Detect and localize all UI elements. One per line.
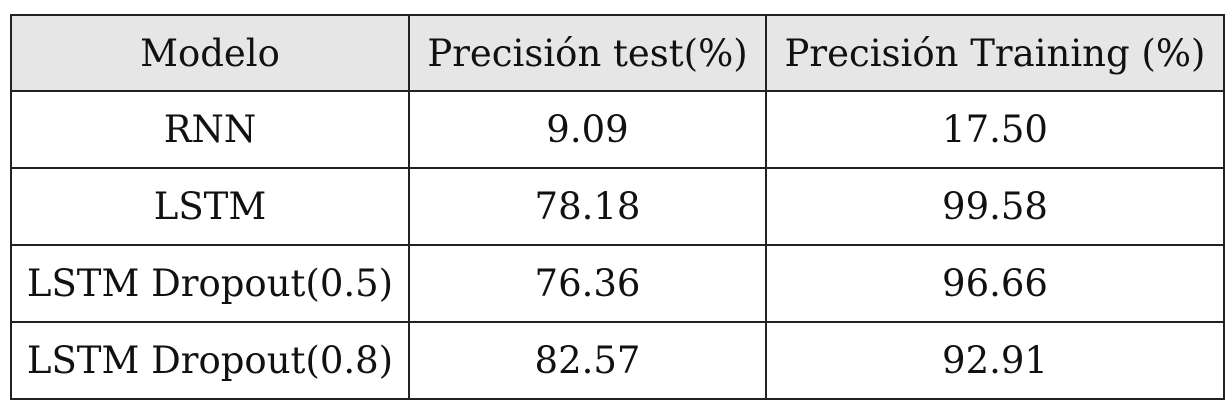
cell-model: LSTM Dropout(0.5): [11, 245, 409, 322]
header-row: Modelo Precisión test(%) Precisión Train…: [11, 15, 1224, 91]
cell-training-precision: 92.91: [766, 322, 1224, 399]
table-row: LSTM Dropout(0.8) 82.57 92.91: [11, 322, 1224, 399]
cell-training-precision: 17.50: [766, 91, 1224, 168]
cell-model: LSTM: [11, 168, 409, 245]
cell-test-precision: 82.57: [409, 322, 766, 399]
header-cell-training-precision: Precisión Training (%): [766, 15, 1224, 91]
header-cell-model: Modelo: [11, 15, 409, 91]
cell-model: LSTM Dropout(0.8): [11, 322, 409, 399]
table-row: LSTM 78.18 99.58: [11, 168, 1224, 245]
table-row: LSTM Dropout(0.5) 76.36 96.66: [11, 245, 1224, 322]
table-row: RNN 9.09 17.50: [11, 91, 1224, 168]
header-cell-test-precision: Precisión test(%): [409, 15, 766, 91]
cell-test-precision: 78.18: [409, 168, 766, 245]
cell-training-precision: 99.58: [766, 168, 1224, 245]
cell-test-precision: 9.09: [409, 91, 766, 168]
cell-training-precision: 96.66: [766, 245, 1224, 322]
cell-test-precision: 76.36: [409, 245, 766, 322]
results-table: Modelo Precisión test(%) Precisión Train…: [10, 14, 1225, 400]
cell-model: RNN: [11, 91, 409, 168]
